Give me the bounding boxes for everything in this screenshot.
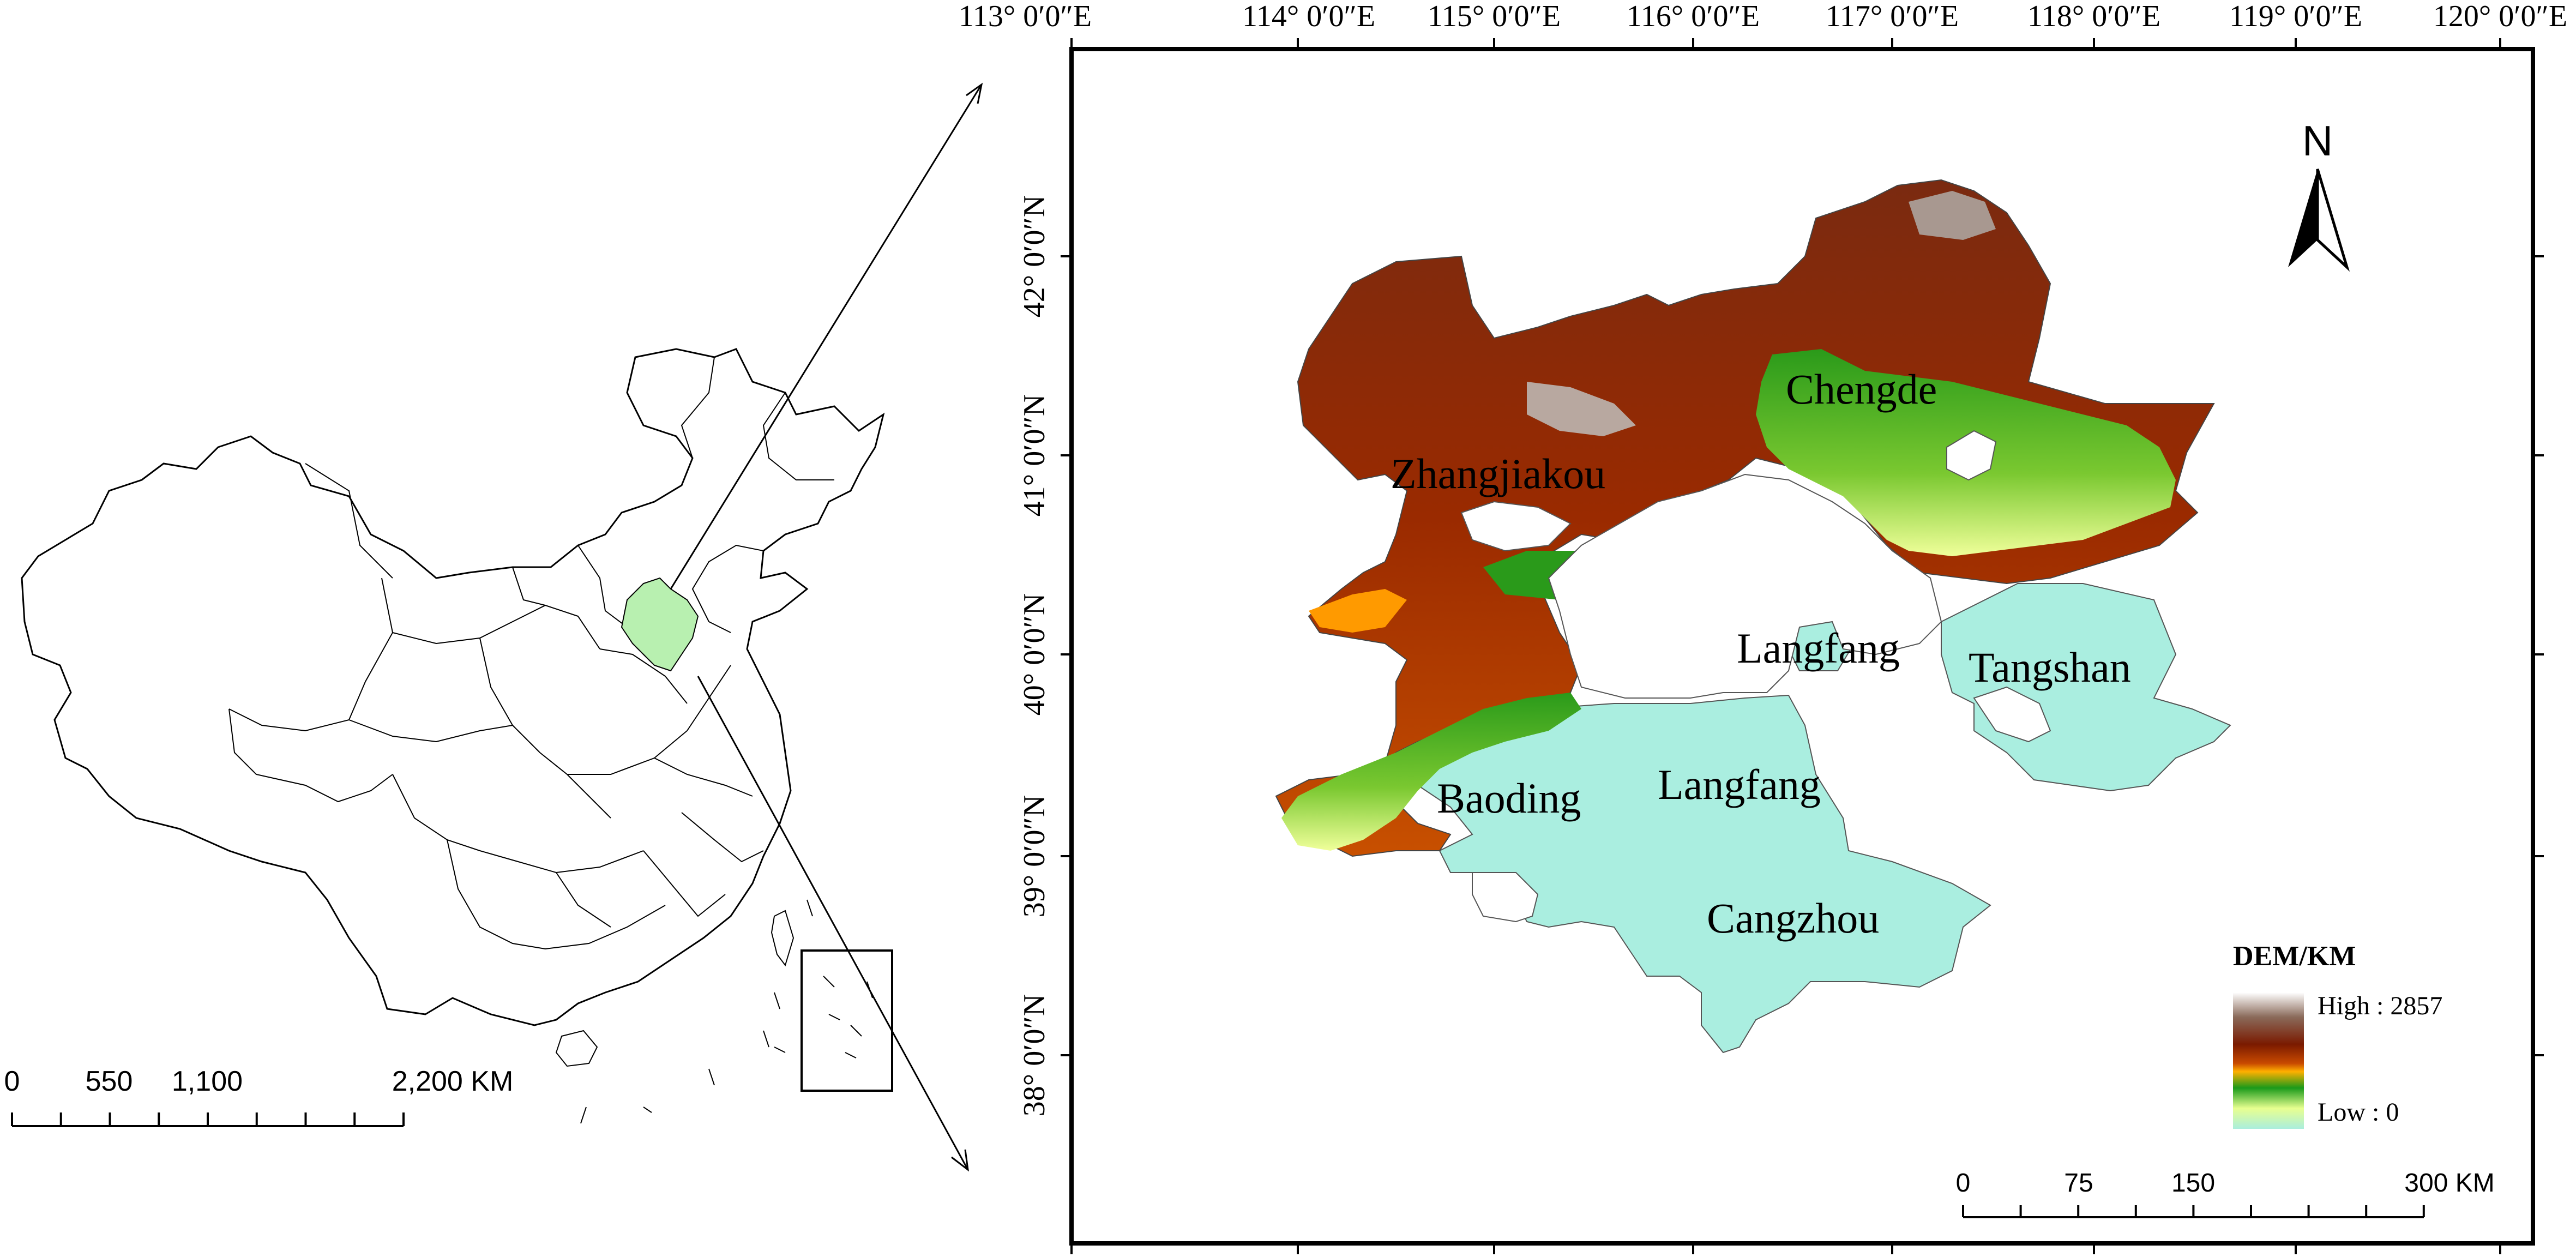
- city-label-cangzhou: Cangzhou: [1707, 894, 1879, 942]
- baoding-gap: [1472, 872, 1539, 923]
- inset-islands: [823, 976, 873, 1058]
- city-label-baoding: Baoding: [1437, 774, 1581, 822]
- dem-map: Chengde Zhangjiakou Langfang Tangshan Ba…: [959, 0, 2567, 1254]
- longitude-label: 114° 0′0″E: [1242, 0, 1375, 33]
- valley-orange: [1309, 589, 1407, 633]
- city-label-langfang-south: Langfang: [1658, 761, 1821, 808]
- city-label-langfang-north: Langfang: [1737, 624, 1900, 672]
- scale-tick-label: 0: [1956, 1169, 1971, 1198]
- scale-tick-label: 75: [2064, 1169, 2093, 1198]
- city-label-zhangjiakou: Zhangjiakou: [1391, 450, 1605, 497]
- legend-high-label: High : 2857: [2318, 991, 2442, 1020]
- overview-scale-bar: 0 550 1,100 2,200 KM: [4, 1066, 514, 1127]
- north-arrow-icon-outline: [2316, 169, 2350, 272]
- longitude-labels: 113° 0′0″E 114° 0′0″E 115° 0′0″E 116° 0′…: [959, 0, 2567, 33]
- highland-grey: [1527, 382, 1636, 436]
- scale-tick-label: 0: [4, 1066, 20, 1097]
- lowland-tangshan: [1941, 583, 2231, 792]
- longitude-label: 116° 0′0″E: [1627, 0, 1760, 33]
- latitude-label: 41° 0′0″N: [1018, 394, 1051, 516]
- arrowhead-lower: [951, 1149, 969, 1172]
- legend-title: DEM/KM: [2233, 941, 2356, 972]
- latitude-label: 42° 0′0″N: [1018, 195, 1051, 317]
- hainan-island: [555, 1030, 598, 1067]
- foothill-band-southwest: [1281, 693, 1581, 851]
- highlight-region: [621, 577, 699, 672]
- zhangjiakou-gap: [1460, 501, 1572, 552]
- south-sea-inset: [801, 949, 893, 1092]
- beijing-gap: [1548, 473, 1942, 699]
- longitude-label: 120° 0′0″E: [2433, 0, 2567, 33]
- arrow-lower: [697, 676, 969, 1170]
- latitude-label: 39° 0′0″N: [1018, 795, 1051, 917]
- scale-tick-label: 550: [86, 1066, 133, 1097]
- scale-tick-label: 300 KM: [2404, 1169, 2494, 1198]
- overview-map: [21, 348, 893, 1124]
- latitude-labels: 42° 0′0″N 41° 0′0″N 40° 0′0″N 39° 0′0″N …: [1018, 195, 1051, 1116]
- longitude-label: 113° 0′0″E: [959, 0, 1092, 33]
- scale-tick-label: 2,200 KM: [392, 1066, 514, 1097]
- city-label-chengde: Chengde: [1786, 365, 1937, 413]
- north-arrow-label: N: [2302, 117, 2333, 165]
- north-arrow: N: [2288, 117, 2350, 272]
- chengde-gap: [1946, 430, 1997, 481]
- arrowhead-upper: [966, 82, 983, 104]
- latitude-label: 38° 0′0″N: [1018, 994, 1051, 1116]
- legend-color-ramp: [2233, 993, 2304, 1129]
- dem-legend: DEM/KM High : 2857 Low : 0: [2233, 941, 2442, 1129]
- longitude-label: 119° 0′0″E: [2229, 0, 2362, 33]
- city-label-tangshan: Tangshan: [1969, 643, 2131, 691]
- tianjin-gap: [1973, 686, 2051, 743]
- arrow-upper: [670, 84, 983, 590]
- south-sea-dashes: [580, 899, 813, 1124]
- highland-grey-ne: [1909, 191, 1996, 240]
- longitude-label: 118° 0′0″E: [2027, 0, 2160, 33]
- scale-tick-label: 150: [2171, 1169, 2215, 1198]
- dem-scale-bar: 0 75 150 300 KM: [1956, 1169, 2495, 1218]
- latitude-label: 40° 0′0″N: [1018, 593, 1051, 715]
- north-arrow-icon: [2288, 169, 2318, 267]
- taiwan-island: [771, 910, 795, 967]
- china-outline: [21, 348, 885, 1026]
- longitude-label: 117° 0′0″E: [1826, 0, 1959, 33]
- province-borders: [228, 357, 834, 950]
- legend-low-label: Low : 0: [2318, 1098, 2399, 1127]
- scale-tick-label: 1,100: [172, 1066, 243, 1097]
- callout-arrows: [670, 82, 983, 1172]
- longitude-label: 115° 0′0″E: [1428, 0, 1561, 33]
